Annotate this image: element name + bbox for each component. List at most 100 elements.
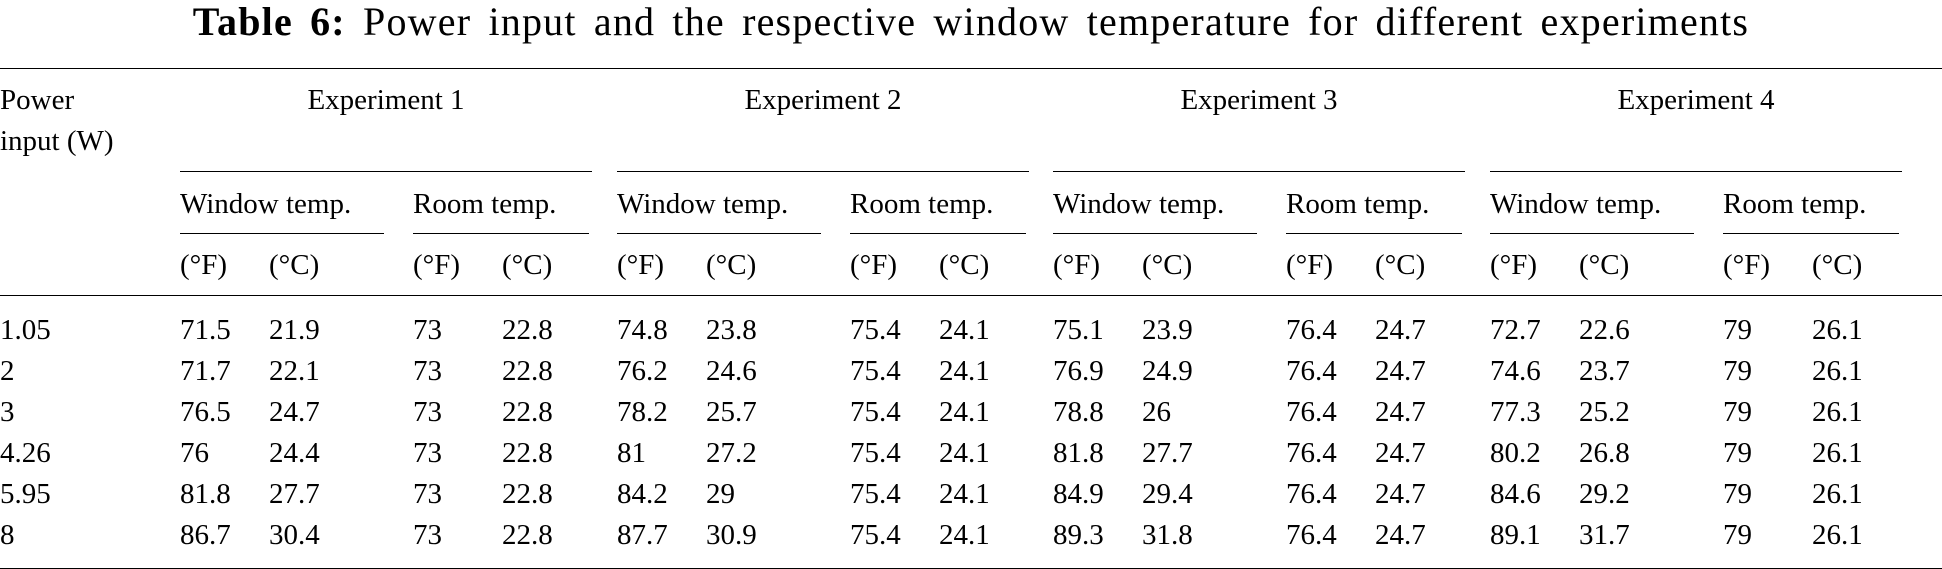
table-cell: 27.7 <box>1142 437 1193 469</box>
unit-fahrenheit: (°F) <box>1490 249 1538 281</box>
table-cell: 26.1 <box>1812 478 1863 510</box>
table-cell: 76.4 <box>1286 478 1337 510</box>
table-cell: 24.1 <box>939 314 990 346</box>
table-cell: 79 <box>1723 437 1752 469</box>
table-cell: 79 <box>1723 478 1752 510</box>
table-cell: 22.8 <box>502 519 553 551</box>
experiment-header-rule <box>1053 171 1465 172</box>
table-cell: 23.7 <box>1579 355 1630 387</box>
unit-fahrenheit: (°F) <box>617 249 665 281</box>
table-cell: 72.7 <box>1490 314 1541 346</box>
table-cell: 78.2 <box>617 396 668 428</box>
experiment-header: Experiment 2 <box>744 84 902 116</box>
table-cell: 26.1 <box>1812 355 1863 387</box>
table-cell: 84.6 <box>1490 478 1541 510</box>
table-cell: 75.4 <box>850 519 901 551</box>
table-cell: 24.7 <box>1375 355 1426 387</box>
table-cell: 76.9 <box>1053 355 1104 387</box>
table-cell: 24.7 <box>1375 478 1426 510</box>
table-cell: 76.4 <box>1286 355 1337 387</box>
table-cell: 26.1 <box>1812 314 1863 346</box>
table-cell: 79 <box>1723 396 1752 428</box>
table-cell: 24.1 <box>939 355 990 387</box>
table-cell: 77.3 <box>1490 396 1541 428</box>
table-cell: 27.7 <box>269 478 320 510</box>
window-temp-header: Window temp. <box>617 188 789 220</box>
experiment-header-rule <box>1490 171 1902 172</box>
unit-celsius: (°C) <box>502 249 553 281</box>
table-cell: 22.8 <box>502 478 553 510</box>
room-temp-header: Room temp. <box>850 188 994 220</box>
table-cell: 89.1 <box>1490 519 1541 551</box>
table-cell: 23.8 <box>706 314 757 346</box>
table-cell: 26.1 <box>1812 437 1863 469</box>
table-cell: 73 <box>413 396 442 428</box>
subheader-rule <box>180 233 384 234</box>
subheader-rule <box>1053 233 1257 234</box>
experiment-header: Experiment 4 <box>1617 84 1775 116</box>
table-cell: 71.5 <box>180 314 231 346</box>
table-cell: 73 <box>413 478 442 510</box>
subheader-rule <box>850 233 1026 234</box>
subheader-rule <box>413 233 589 234</box>
table-cell: 75.4 <box>850 396 901 428</box>
table-cell: 74.6 <box>1490 355 1541 387</box>
table-cell: 81.8 <box>1053 437 1104 469</box>
table-cell: 73 <box>413 355 442 387</box>
table-cell: 22.8 <box>502 396 553 428</box>
table-cell: 27.2 <box>706 437 757 469</box>
table-cell: 80.2 <box>1490 437 1541 469</box>
power-input-cell: 8 <box>0 519 15 551</box>
table-cell: 74.8 <box>617 314 668 346</box>
table-cell: 30.9 <box>706 519 757 551</box>
unit-celsius: (°C) <box>1375 249 1426 281</box>
table-cell: 75.4 <box>850 437 901 469</box>
table-cell: 75.1 <box>1053 314 1104 346</box>
table-cell: 75.4 <box>850 355 901 387</box>
table-cell: 22.1 <box>269 355 320 387</box>
table-cell: 22.8 <box>502 355 553 387</box>
table-cell: 24.7 <box>1375 519 1426 551</box>
table-cell: 75.4 <box>850 478 901 510</box>
unit-celsius: (°C) <box>1812 249 1863 281</box>
table-cell: 22.8 <box>502 314 553 346</box>
table-cell: 75.4 <box>850 314 901 346</box>
room-temp-header: Room temp. <box>1286 188 1430 220</box>
table-cell: 22.6 <box>1579 314 1630 346</box>
table-cell: 24.1 <box>939 396 990 428</box>
table-cell: 73 <box>413 519 442 551</box>
power-input-cell: 3 <box>0 396 15 428</box>
experiment-header: Experiment 1 <box>307 84 465 116</box>
table-cell: 84.2 <box>617 478 668 510</box>
table-cell: 26.8 <box>1579 437 1630 469</box>
unit-celsius: (°C) <box>269 249 320 281</box>
power-input-cell: 4.26 <box>0 437 51 469</box>
table-cell: 76.5 <box>180 396 231 428</box>
room-temp-header: Room temp. <box>1723 188 1867 220</box>
room-temp-header: Room temp. <box>413 188 557 220</box>
table-cell: 24.7 <box>1375 314 1426 346</box>
table-cell: 31.7 <box>1579 519 1630 551</box>
subheader-rule <box>1286 233 1462 234</box>
table-cell: 21.9 <box>269 314 320 346</box>
table-cell: 79 <box>1723 314 1752 346</box>
table-cell: 24.7 <box>1375 396 1426 428</box>
table-cell: 86.7 <box>180 519 231 551</box>
table-cell: 76.4 <box>1286 314 1337 346</box>
table-cell: 87.7 <box>617 519 668 551</box>
table-cell: 25.2 <box>1579 396 1630 428</box>
table-cell: 76 <box>180 437 209 469</box>
table-cell: 25.7 <box>706 396 757 428</box>
experiment-header-rule <box>617 171 1029 172</box>
table-header-rule <box>0 295 1942 296</box>
table-cell: 23.9 <box>1142 314 1193 346</box>
unit-celsius: (°C) <box>1579 249 1630 281</box>
table-cell: 24.9 <box>1142 355 1193 387</box>
unit-fahrenheit: (°F) <box>850 249 898 281</box>
window-temp-header: Window temp. <box>1053 188 1225 220</box>
table-cell: 24.4 <box>269 437 320 469</box>
table-cell: 24.7 <box>1375 437 1426 469</box>
stub-header-input: input (W) <box>0 125 114 157</box>
unit-fahrenheit: (°F) <box>1053 249 1101 281</box>
stub-header-power: Power <box>0 84 75 116</box>
